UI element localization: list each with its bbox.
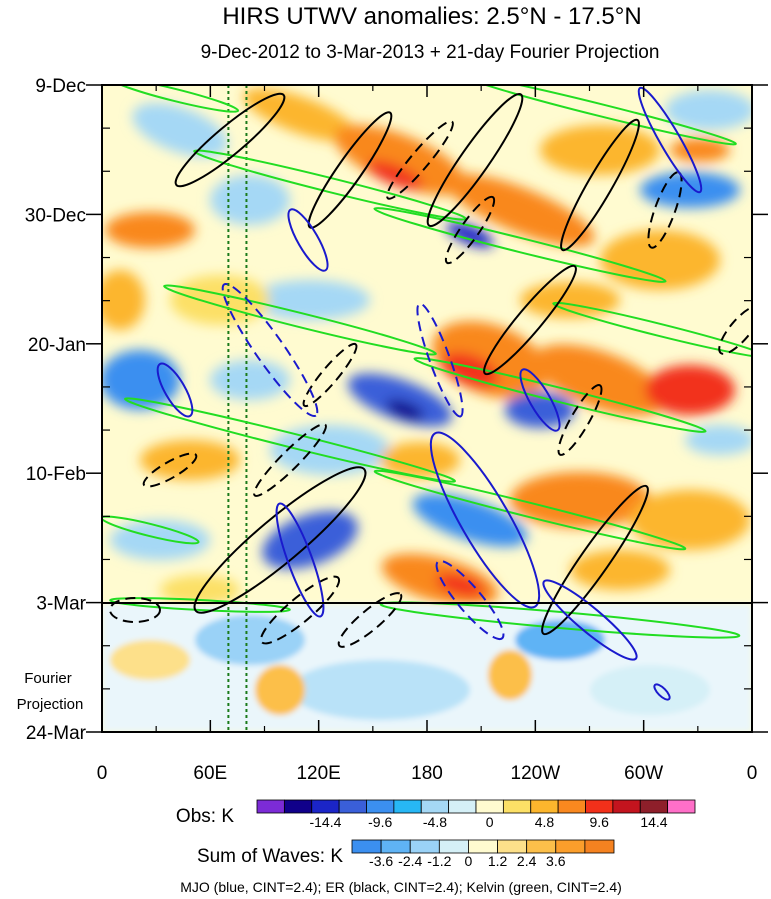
colorbar-swatch [639,799,669,814]
colorbar-swatch [283,799,313,814]
colorbar-tick-label: 1.2 [488,853,508,869]
colorbar-swatch [448,799,477,814]
waves-colorbar-label: Sum of Waves: K [197,846,343,867]
y-tick-label: 10-Feb [26,464,86,485]
y-tick-label: 30-Dec [25,205,86,226]
colorbar-swatch [393,799,422,814]
colorbar-swatch [612,799,641,814]
colorbar-tick-label: 0 [486,814,494,830]
chart-title: HIRS UTWV anomalies: 2.5°N - 17.5°N [222,3,641,30]
y-axis: 9-Dec 30-Dec 20-Jan 10-Feb 3-Mar 24-Mar [25,76,768,744]
obs-colorbar: -14.4 -9.6 -4.8 0 4.8 9.6 14.4 [256,799,696,830]
projection-field [102,604,752,732]
x-tick-label: 60W [624,763,663,784]
y-tick-label: 24-Mar [26,723,87,744]
y-tick-label: 20-Jan [28,335,86,356]
colorbar-tick-label: -14.4 [309,814,341,830]
colorbar-tick-label: -2.4 [398,853,422,869]
colorbar-swatch [530,799,559,814]
colorbar-tick-label: 9.6 [589,814,609,830]
colorbar-swatch [380,839,411,854]
projection-label-line-1: Fourier [24,670,72,687]
kelvin-contours [102,85,752,639]
y-tick-label: 9-Dec [35,76,86,97]
colorbar-swatch [409,839,440,854]
colorbar-tick-label: -9.6 [368,814,392,830]
x-tick-label: 120E [296,763,340,784]
x-tick-label: 60E [193,763,227,784]
colorbar-tick-label: 2.4 [517,853,537,869]
x-tick-label: 120W [511,763,561,784]
colorbar-swatch [526,839,557,854]
anomaly-field [102,88,752,607]
contour-legend-footer: MJO (blue, CINT=2.4); ER (black, CINT=2.… [180,879,622,895]
colorbar-tick-label: -1.2 [427,853,451,869]
colorbar-swatch [338,799,367,814]
x-axis: 0 60E 120E 180 120W 60W 0 [97,85,758,784]
colorbar-tick-label: -3.6 [369,853,393,869]
colorbar-swatch [438,839,469,854]
x-tick-label: 0 [747,763,758,784]
colorbar-swatch [557,799,586,814]
colorbar-swatch [584,839,615,854]
colorbar-swatch [497,839,528,854]
colorbar-swatch [420,799,450,814]
colorbar-swatch [366,799,395,814]
chart-subtitle: 9-Dec-2012 to 3-Mar-2013 + 21-day Fourie… [201,42,660,63]
colorbar-swatch [311,799,340,814]
colorbar-swatch [555,839,586,854]
colorbar-swatch [502,799,532,814]
y-tick-label: 3-Mar [36,594,86,615]
x-tick-label: 0 [97,763,108,784]
projection-label-line-2: Projection [17,696,84,713]
colorbar-swatch [585,799,614,814]
obs-colorbar-label: Obs: K [176,806,234,827]
mjo-contours [156,86,703,701]
colorbar-swatch [468,839,498,854]
x-tick-label: 180 [411,763,443,784]
waves-colorbar: -3.6 -2.4 -1.2 0 1.2 2.4 3.6 [351,839,615,869]
colorbar-tick-label: 0 [465,853,473,869]
colorbar-swatch [667,799,696,814]
colorbar-swatch [256,799,285,814]
colorbar-tick-label: 14.4 [640,814,667,830]
colorbar-swatch [475,799,504,814]
colorbar-tick-label: 4.8 [535,814,555,830]
colorbar-swatch [351,839,382,854]
colorbar-tick-label: -4.8 [423,814,447,830]
colorbar-tick-label: 3.6 [546,853,566,869]
plot-area [102,85,752,732]
